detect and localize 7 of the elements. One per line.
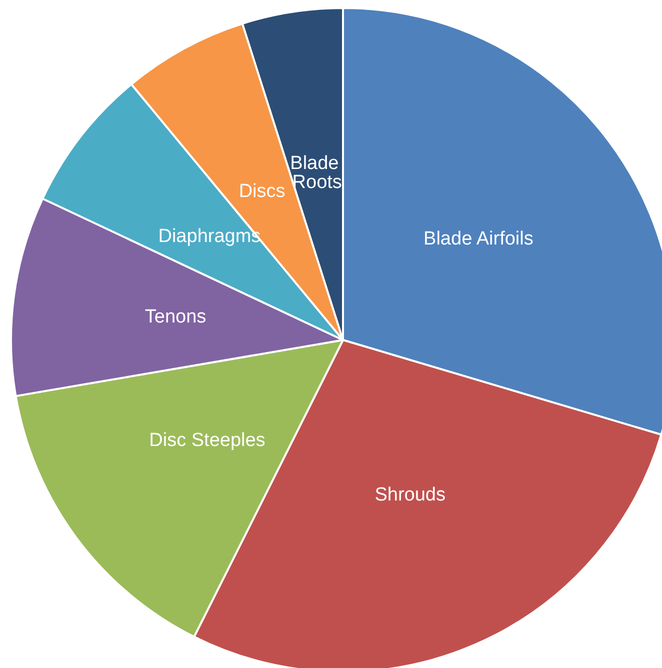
slice-label: Diaphragms [158, 226, 261, 247]
slice-label: Discs [238, 181, 286, 202]
slice-label: Tenons [144, 306, 206, 328]
slice-label: Blade Airfoils [424, 228, 534, 250]
slice-label: Shrouds [374, 484, 446, 506]
slice-label: Disc Steeples [149, 430, 266, 452]
slice-label: Blade Roots [290, 153, 344, 193]
